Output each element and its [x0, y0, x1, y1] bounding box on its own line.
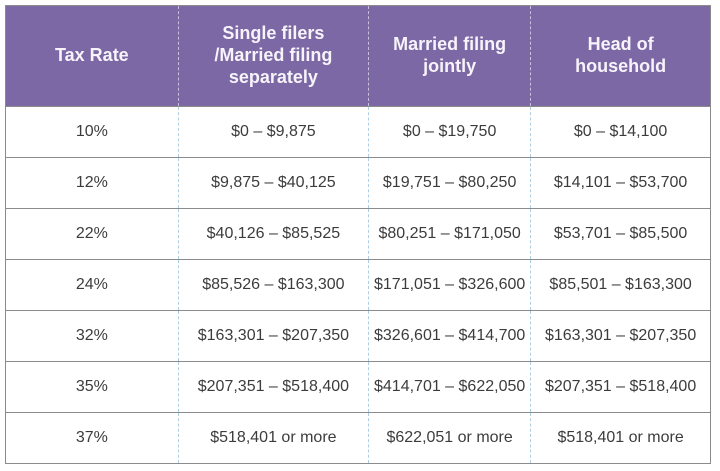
head-of-household-range-cell: $14,101 – $53,700 — [530, 157, 711, 209]
tax-bracket-table: Tax Rate Single filers /Married filing s… — [5, 5, 711, 464]
single-filers-range-cell: $0 – $9,875 — [177, 106, 369, 158]
table-row: 32% $163,301 – $207,350 $326,601 – $414,… — [5, 310, 711, 362]
head-of-household-range-cell: $0 – $14,100 — [530, 106, 711, 158]
single-filers-range-cell: $207,351 – $518,400 — [177, 361, 369, 413]
table-row: 12% $9,875 – $40,125 $19,751 – $80,250 $… — [5, 157, 711, 209]
head-of-household-range-cell: $85,501 – $163,300 — [530, 259, 711, 311]
column-header-tax-rate: Tax Rate — [5, 5, 179, 107]
column-header-label: Married filing jointly — [393, 34, 507, 76]
table-row: 24% $85,526 – $163,300 $171,051 – $326,6… — [5, 259, 711, 311]
head-of-household-range-cell: $53,701 – $85,500 — [530, 208, 711, 260]
tax-rate-cell: 12% — [5, 157, 179, 209]
tax-rate-cell: 37% — [5, 412, 179, 464]
table-row: 22% $40,126 – $85,525 $80,251 – $171,050… — [5, 208, 711, 260]
married-jointly-range-cell: $0 – $19,750 — [368, 106, 531, 158]
single-filers-range-cell: $40,126 – $85,525 — [177, 208, 369, 260]
married-jointly-range-cell: $19,751 – $80,250 — [368, 157, 531, 209]
column-header-label: Head of household — [575, 34, 667, 76]
single-filers-range-cell: $518,401 or more — [177, 412, 369, 464]
single-filers-range-cell: $9,875 – $40,125 — [177, 157, 369, 209]
married-jointly-range-cell: $414,701 – $622,050 — [368, 361, 531, 413]
head-of-household-range-cell: $518,401 or more — [530, 412, 711, 464]
tax-rate-cell: 24% — [5, 259, 179, 311]
column-header-label: Tax Rate — [55, 45, 129, 66]
tax-rate-cell: 35% — [5, 361, 179, 413]
table-row: 10% $0 – $9,875 $0 – $19,750 $0 – $14,10… — [5, 106, 711, 158]
single-filers-range-cell: $85,526 – $163,300 — [177, 259, 369, 311]
column-header-married-jointly: Married filing jointly — [368, 5, 531, 107]
tax-rate-cell: 32% — [5, 310, 179, 362]
married-jointly-range-cell: $326,601 – $414,700 — [368, 310, 531, 362]
column-header-single-filers: Single filers /Married filing separately — [177, 5, 369, 107]
married-jointly-range-cell: $80,251 – $171,050 — [368, 208, 531, 260]
tax-rate-cell: 10% — [5, 106, 179, 158]
column-header-head-of-household: Head of household — [530, 5, 711, 107]
head-of-household-range-cell: $207,351 – $518,400 — [530, 361, 711, 413]
tax-rate-cell: 22% — [5, 208, 179, 260]
married-jointly-range-cell: $622,051 or more — [368, 412, 531, 464]
married-jointly-range-cell: $171,051 – $326,600 — [368, 259, 531, 311]
table-row: 35% $207,351 – $518,400 $414,701 – $622,… — [5, 361, 711, 413]
single-filers-range-cell: $163,301 – $207,350 — [177, 310, 369, 362]
head-of-household-range-cell: $163,301 – $207,350 — [530, 310, 711, 362]
header-row: Tax Rate Single filers /Married filing s… — [5, 5, 711, 107]
table-row: 37% $518,401 or more $622,051 or more $5… — [5, 412, 711, 464]
column-header-label: Single filers /Married filing separately — [214, 23, 333, 87]
